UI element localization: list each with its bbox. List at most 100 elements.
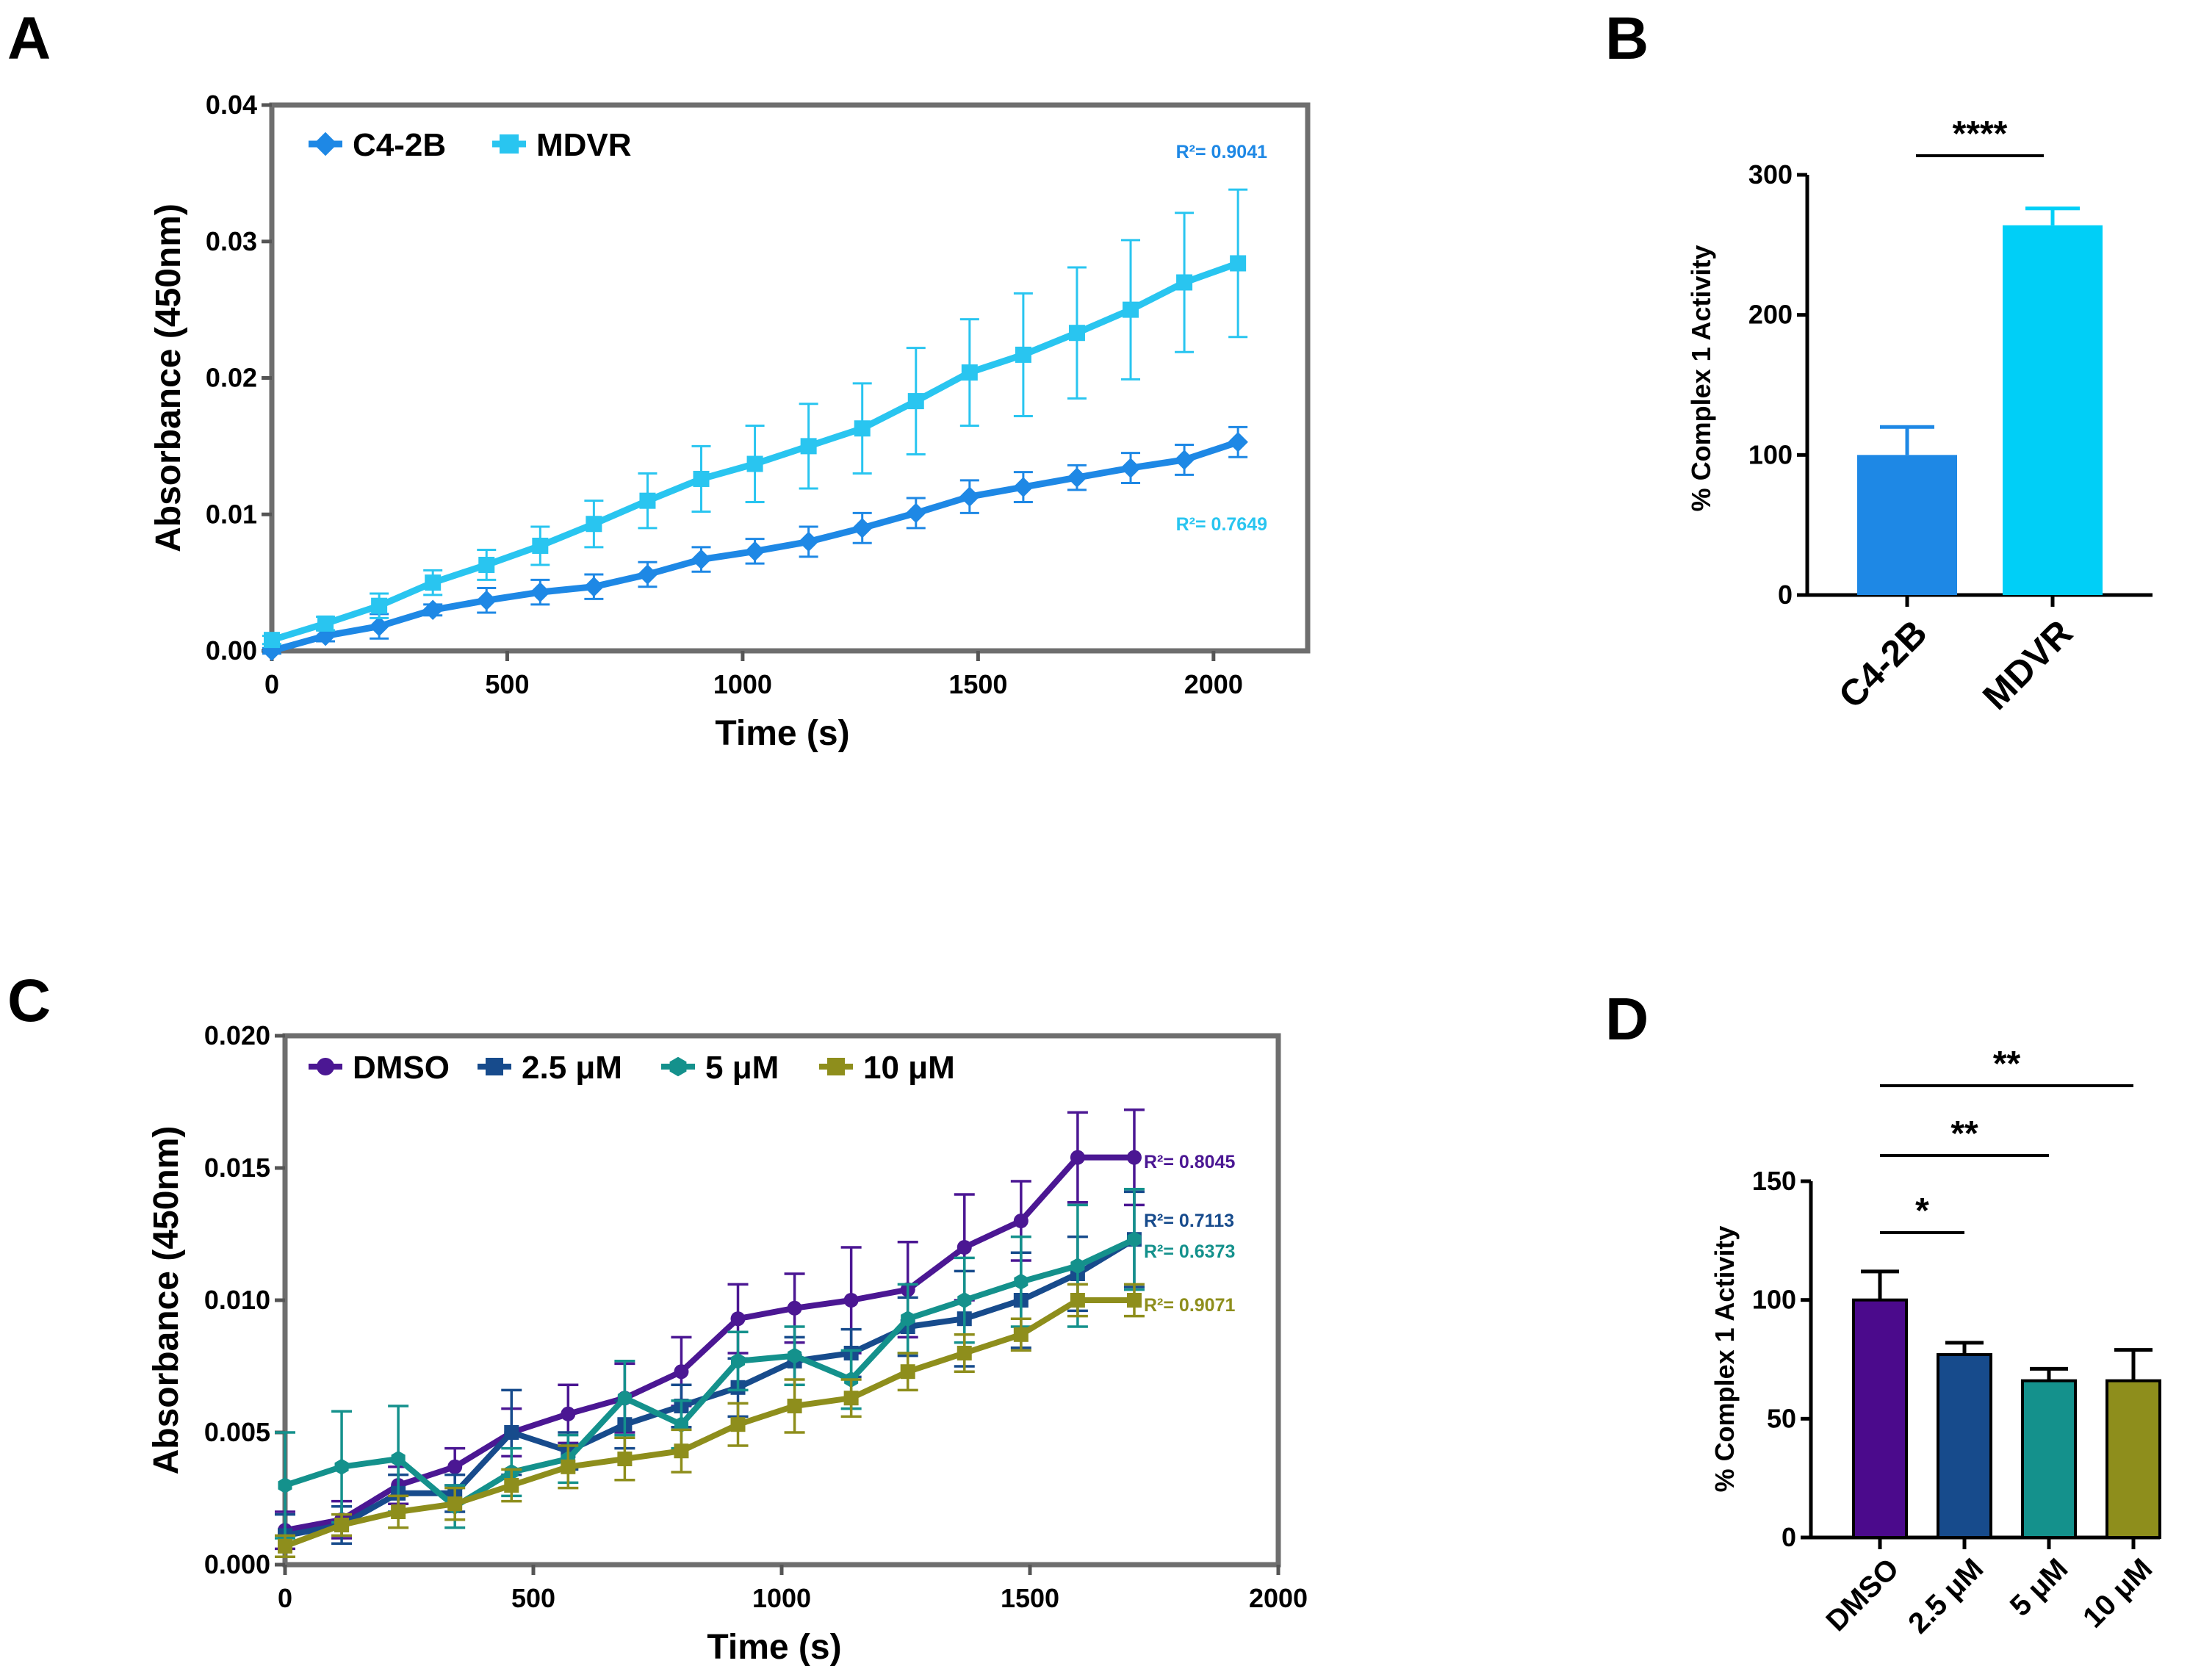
data-point <box>1070 1150 1085 1165</box>
y-axis-title: Absorbance (450nm) <box>149 203 188 552</box>
data-point <box>1174 450 1195 470</box>
bar <box>1852 1298 1908 1539</box>
data-point <box>1013 477 1034 497</box>
data-point <box>391 1504 406 1519</box>
data-point <box>1123 301 1139 318</box>
data-point <box>1230 255 1247 272</box>
data-point <box>961 364 978 381</box>
data-point <box>1120 458 1141 478</box>
x-tick-label: 0 <box>264 669 279 699</box>
legend-item: 2.5 μM <box>478 1050 622 1086</box>
data-point <box>617 1390 632 1407</box>
y-tick-label: 150 <box>1752 1166 1796 1196</box>
data-point <box>800 438 817 455</box>
data-point <box>586 516 602 533</box>
y-tick-label: 0.04 <box>206 90 257 120</box>
data-point <box>957 1292 972 1308</box>
y-tick-label: 300 <box>1748 159 1793 190</box>
legend-item: MDVR <box>492 127 632 163</box>
x-tick-label: 2000 <box>1249 1583 1308 1613</box>
significance-label: **** <box>1953 115 2008 154</box>
y-tick-label: 0.010 <box>204 1285 270 1315</box>
y-tick-label: 0 <box>1778 580 1793 610</box>
y-tick-label: 0.005 <box>204 1417 270 1447</box>
x-tick-label: 1500 <box>1001 1583 1059 1613</box>
data-point <box>1013 1327 1029 1342</box>
x-tick-label: 1000 <box>713 669 772 699</box>
data-point <box>425 574 442 591</box>
chart-panel-b: 0 100 200 300 % Complex 1 Activity C4-2B MDVR *… <box>1686 115 2153 718</box>
bar <box>2003 225 2103 595</box>
bar <box>2105 1379 2161 1539</box>
data-point <box>744 541 766 562</box>
legend-marker <box>313 131 338 156</box>
series-line <box>284 1154 1134 1534</box>
legend-label: 10 μM <box>863 1050 955 1086</box>
legend: C4-2B MDVR <box>309 127 632 163</box>
chart-panel-c: 0.000 0.005 0.010 0.015 0.020 0 500 1000 1500 200… <box>147 1020 1308 1667</box>
series-10-m <box>275 1283 1145 1558</box>
series-line <box>284 1297 1134 1549</box>
data-point <box>371 597 388 614</box>
data-point <box>447 1459 463 1474</box>
data-point <box>1126 1293 1142 1308</box>
significance-label: ** <box>1950 1114 1978 1153</box>
data-point <box>264 632 280 649</box>
data-point <box>843 1391 859 1406</box>
data-point <box>959 486 980 507</box>
data-point <box>788 1347 802 1364</box>
r-squared-label: R²= 0.7649 <box>1176 514 1267 535</box>
category-label: 10 μM <box>2077 1552 2158 1634</box>
data-point <box>730 1311 746 1327</box>
data-point <box>583 576 605 597</box>
legend-label: 5 μM <box>705 1050 779 1086</box>
data-point <box>1070 1293 1085 1308</box>
data-point <box>334 1518 350 1532</box>
x-tick-label: 1500 <box>948 669 1007 699</box>
data-point <box>691 549 712 570</box>
data-point <box>1013 1214 1029 1228</box>
data-point <box>561 1459 576 1474</box>
data-point <box>1228 432 1248 453</box>
data-point <box>1176 274 1193 291</box>
data-point <box>900 1364 915 1380</box>
data-point <box>561 1406 576 1421</box>
legend: DMSO 2.5 μM 5 μM 10 μM <box>309 1050 955 1086</box>
data-point <box>447 1496 463 1512</box>
y-tick-label: 200 <box>1748 300 1793 330</box>
legend-marker <box>827 1058 845 1075</box>
legend-item: 5 μM <box>661 1050 779 1086</box>
data-point <box>639 492 656 509</box>
y-tick-label: 0.02 <box>206 363 257 393</box>
x-tick-label: 1000 <box>752 1583 811 1613</box>
significance-label: * <box>1915 1191 1929 1230</box>
panel-label-a: A <box>7 5 51 72</box>
data-point <box>504 1425 519 1440</box>
data-point <box>843 1293 859 1308</box>
series-5-m <box>275 1188 1145 1540</box>
data-point <box>504 1478 519 1493</box>
data-point <box>391 1451 406 1467</box>
y-tick-label: 0.03 <box>206 226 257 256</box>
x-tick-label: 500 <box>485 669 529 699</box>
y-tick-label: 0 <box>1782 1522 1796 1552</box>
data-point <box>1068 325 1085 342</box>
legend-marker <box>486 1058 503 1075</box>
data-point <box>730 1417 746 1432</box>
legend-label: MDVR <box>536 127 632 163</box>
category-label: C4-2B <box>1831 612 1935 716</box>
data-point <box>746 455 763 472</box>
series-mdvr <box>262 188 1248 649</box>
y-axis-title: % Complex 1 Activity <box>1686 245 1716 512</box>
category-label: 2.5 μM <box>1902 1552 1989 1640</box>
category-label: 5 μM <box>2004 1552 2075 1623</box>
y-axis-title: Absorbance (450nm) <box>147 1126 186 1475</box>
legend-item: DMSO <box>309 1050 450 1086</box>
legend-label: 2.5 μM <box>522 1050 622 1086</box>
x-tick-label: 0 <box>278 1583 292 1613</box>
r-squared-label: R²= 0.9071 <box>1144 1295 1235 1316</box>
y-tick-label: 50 <box>1767 1403 1796 1433</box>
bar <box>1937 1353 1992 1539</box>
data-point <box>730 1352 746 1369</box>
